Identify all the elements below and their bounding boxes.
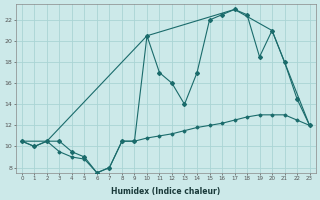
X-axis label: Humidex (Indice chaleur): Humidex (Indice chaleur) <box>111 187 220 196</box>
